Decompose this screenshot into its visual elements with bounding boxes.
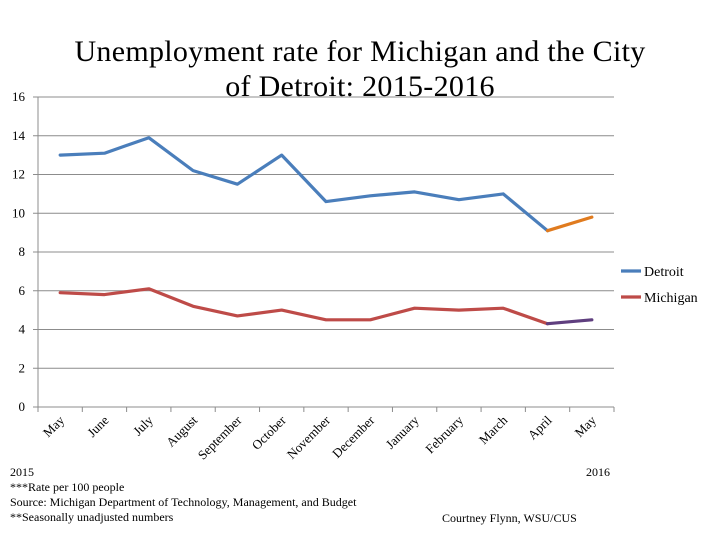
seasonal-note: **Seasonally unadjusted numbers (10, 510, 174, 524)
source-note: Source: Michigan Department of Technolog… (10, 495, 357, 509)
x-tick-label: August (163, 412, 200, 449)
y-tick-label: 12 (12, 167, 25, 182)
x-tick-label: May (572, 412, 600, 440)
legend-label-detroit: Detroit (644, 265, 684, 280)
chart-title-line-1: Unemployment rate for Michigan and the C… (74, 35, 646, 68)
x-tick-label: July (130, 412, 156, 438)
x-tick-label: September (195, 412, 245, 462)
series-line-michigan (58, 287, 550, 326)
x-tick-label: October (249, 412, 290, 453)
rate-note: ***Rate per 100 people (10, 480, 125, 494)
y-tick-label: 8 (19, 244, 26, 259)
x-tick-label: February (422, 412, 466, 456)
y-tick-label: 10 (12, 205, 25, 220)
y-tick-label: 16 (12, 89, 26, 104)
x-tick-label: January (383, 412, 423, 452)
chart-notes: ***Rate per 100 people Source: Michigan … (10, 480, 356, 525)
y-tick-label: 6 (19, 283, 26, 298)
y-tick-label: 4 (19, 322, 26, 337)
y-tick-label: 0 (19, 399, 26, 414)
y-tick-label: 14 (12, 128, 26, 143)
legend-label-michigan: Michigan (644, 291, 698, 306)
x-tick-label: November (284, 412, 334, 462)
author-credit: Courtney Flynn, WSU/CUS (442, 511, 577, 525)
start-year-label: 2015 (10, 465, 34, 479)
series-final-segment-detroit (545, 215, 594, 233)
series-final-segment-michigan (545, 318, 594, 326)
y-tick-label: 2 (19, 360, 26, 375)
x-tick-label: May (40, 412, 68, 440)
end-year-label: 2016 (586, 465, 610, 479)
x-tick-label: April (525, 412, 555, 442)
x-tick-label: June (84, 412, 112, 440)
x-tick-label: March (476, 412, 511, 447)
chart-title: Unemployment rate for Michigan and the C… (0, 34, 720, 104)
series-line-detroit (58, 136, 550, 233)
x-tick-label: December (329, 412, 378, 461)
